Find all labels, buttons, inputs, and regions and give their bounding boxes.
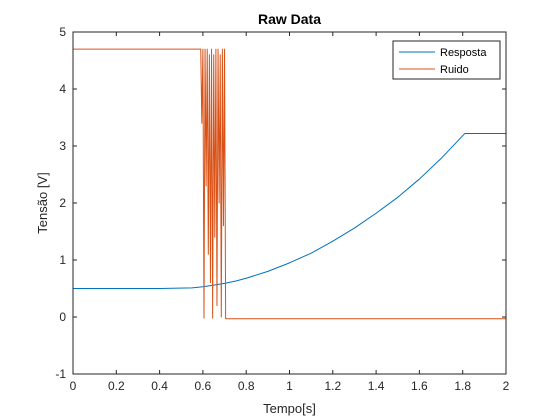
chart-title: Raw Data bbox=[258, 11, 321, 27]
y-tick-label: 4 bbox=[59, 82, 66, 96]
x-tick-label: 0.4 bbox=[151, 379, 168, 393]
y-axis-ticks: -1 0 1 2 3 4 5 bbox=[55, 25, 506, 381]
legend: Resposta Ruido bbox=[392, 40, 501, 80]
y-tick-label: 0 bbox=[59, 310, 66, 324]
series-line-ruido bbox=[73, 48, 506, 320]
series-line-resposta bbox=[73, 132, 506, 289]
y-axis-title: Tensão [V] bbox=[35, 172, 50, 233]
y-tick-label: 3 bbox=[59, 139, 66, 153]
x-tick-label: 0 bbox=[70, 379, 77, 393]
x-tick-label: 1.2 bbox=[324, 379, 341, 393]
x-tick-label: 0.8 bbox=[238, 379, 255, 393]
x-tick-label: 1.4 bbox=[368, 379, 385, 393]
series-layer bbox=[73, 48, 506, 320]
x-axis-ticks: 0 0.2 0.4 0.6 0.8 1 1.2 1.4 1.6 1.8 2 bbox=[70, 32, 510, 393]
x-tick-label: 1 bbox=[286, 379, 293, 393]
x-axis-title: Tempo[s] bbox=[263, 401, 316, 416]
legend-label-ruido: Ruido bbox=[440, 64, 469, 76]
legend-box bbox=[392, 40, 501, 80]
legend-label-resposta: Resposta bbox=[440, 47, 487, 59]
y-tick-label: 2 bbox=[59, 196, 66, 210]
y-tick-label: 5 bbox=[59, 25, 66, 39]
plot-area bbox=[73, 32, 506, 374]
x-tick-label: 0.2 bbox=[108, 379, 125, 393]
x-tick-label: 1.8 bbox=[454, 379, 471, 393]
x-tick-label: 0.6 bbox=[195, 379, 212, 393]
x-tick-label: 1.6 bbox=[411, 379, 428, 393]
x-tick-label: 2 bbox=[503, 379, 510, 393]
y-tick-label: -1 bbox=[55, 367, 66, 381]
y-tick-label: 1 bbox=[59, 253, 66, 267]
